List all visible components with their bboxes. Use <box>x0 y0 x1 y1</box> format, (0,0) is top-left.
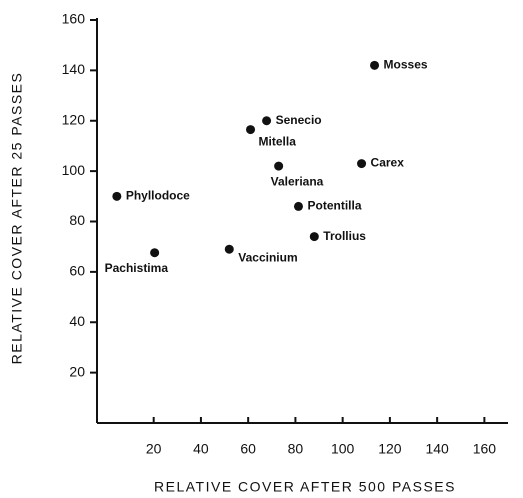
point-label: Vaccinium <box>238 250 297 264</box>
y-axis-label: RELATIVE COVER AFTER 25 PASSES <box>9 72 25 365</box>
point <box>309 232 319 242</box>
y-tick-label: 20 <box>69 363 85 379</box>
point-label: Senecio <box>276 113 322 127</box>
y-tick-label: 100 <box>62 162 86 178</box>
x-tick-label: 80 <box>288 441 304 457</box>
point-label: Trollius <box>323 229 366 243</box>
point <box>293 201 303 211</box>
y-tick-label: 140 <box>62 61 86 77</box>
point <box>357 159 367 169</box>
point-label: Phyllodoce <box>126 188 190 202</box>
point <box>370 60 380 70</box>
y-tick-label: 160 <box>62 11 86 27</box>
x-axis-label: RELATIVE COVER AFTER 500 PASSES <box>154 479 456 495</box>
x-tick-label: 120 <box>378 441 402 457</box>
x-tick-label: 140 <box>425 441 449 457</box>
y-tick-label: 120 <box>62 111 86 127</box>
x-tick-label: 60 <box>240 441 256 457</box>
x-tick-label: 160 <box>473 441 497 457</box>
point-label: Potentilla <box>307 199 361 213</box>
x-tick-label: 40 <box>193 441 209 457</box>
y-tick-label: 60 <box>69 263 85 279</box>
point <box>150 248 160 258</box>
point-label: Carex <box>371 156 405 170</box>
x-tick-label: 100 <box>331 441 355 457</box>
y-tick-label: 80 <box>69 212 85 228</box>
point-label: Mitella <box>259 135 297 149</box>
y-tick-label: 40 <box>69 313 85 329</box>
point <box>274 161 284 171</box>
point-label: Pachistima <box>105 261 169 275</box>
point <box>246 125 256 135</box>
point-label: Mosses <box>384 58 428 72</box>
point-label: Valeriana <box>271 174 324 188</box>
point <box>112 191 122 201</box>
x-tick-label: 20 <box>146 441 162 457</box>
point <box>224 244 234 254</box>
point <box>262 116 272 126</box>
